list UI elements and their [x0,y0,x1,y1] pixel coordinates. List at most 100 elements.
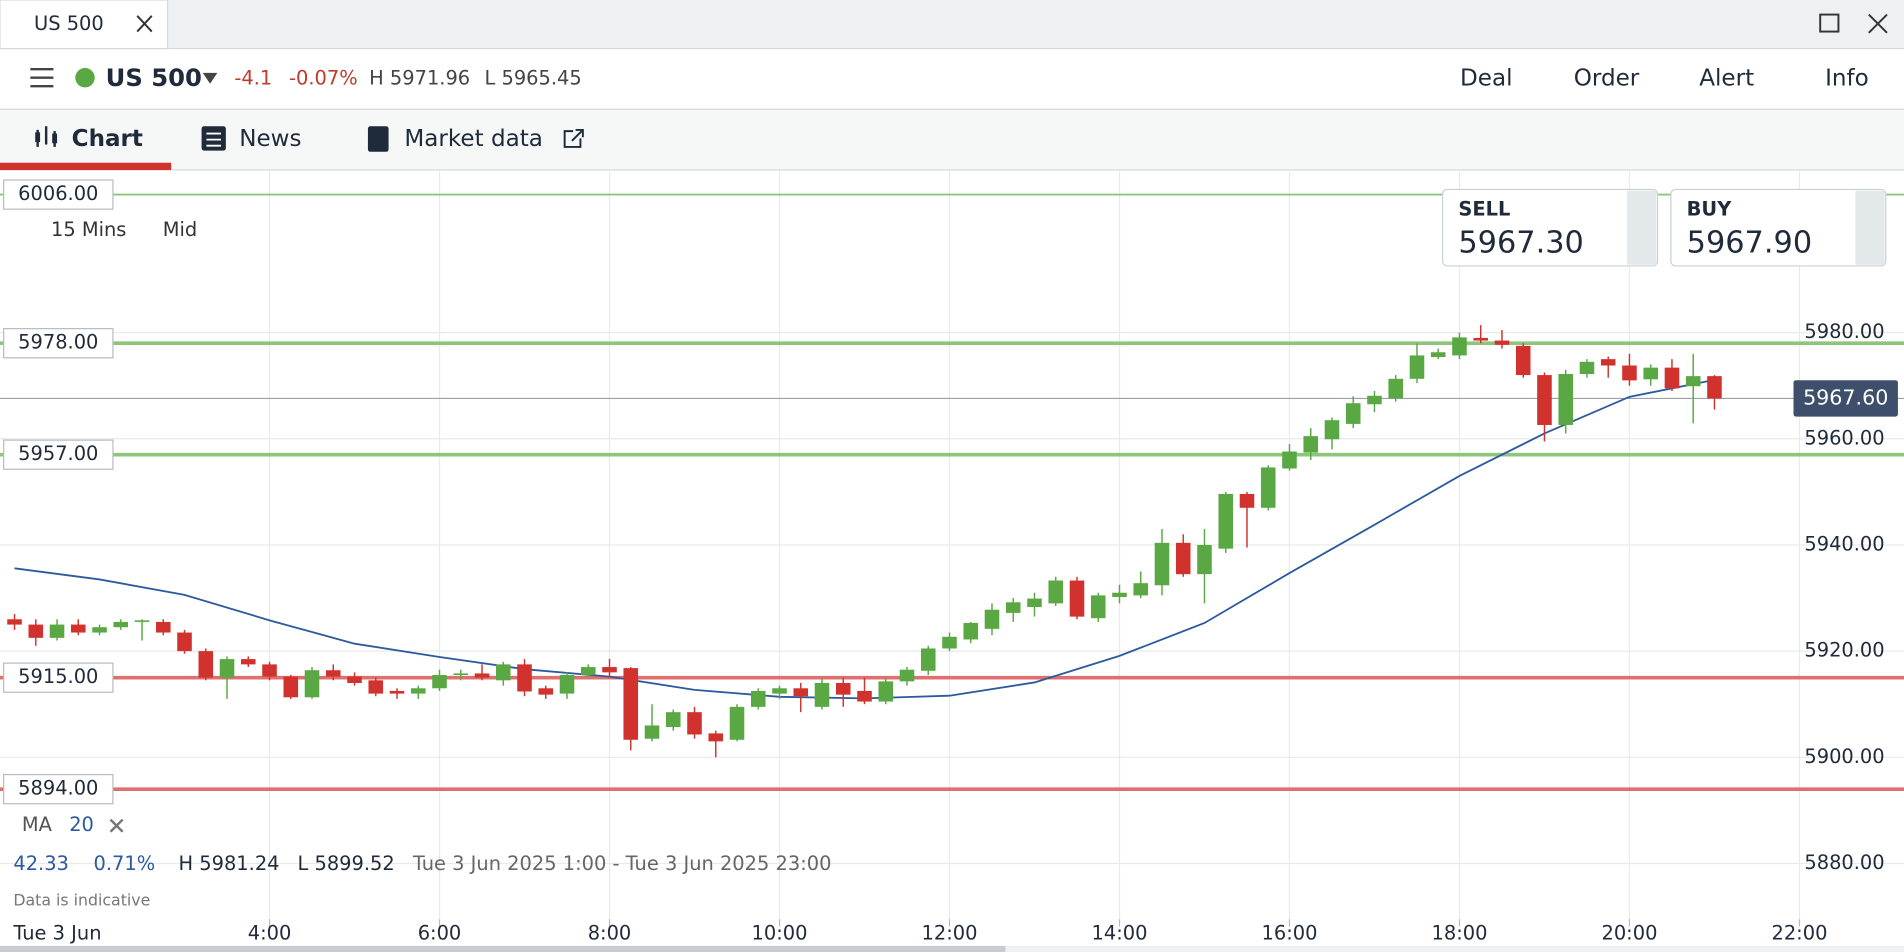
candle-body [1430,352,1446,358]
y-tick-label: 5900.00 [1804,745,1884,768]
dropdown-caret[interactable] [202,72,218,84]
candle-body [1579,361,1595,375]
candle-body [7,619,22,625]
change-pct: -0.07% [289,66,358,89]
interval[interactable]: 15 Mins [51,218,126,241]
menu-icon[interactable] [30,68,54,88]
candle-body [1175,542,1191,575]
candle-body [1048,580,1064,604]
x-tick-label: 10:00 [752,921,808,944]
candle-body [304,670,320,698]
buy-button[interactable] [1670,188,1887,267]
candle-body [113,621,129,628]
candle-body [517,664,532,692]
news-icon [201,126,226,151]
x-tick-label: 6:00 [418,921,462,944]
tab-market-data[interactable]: Market data [404,126,543,152]
candle-body [1027,598,1042,608]
chart-icon [35,132,41,143]
candle-body [198,651,214,678]
candle-body [1707,376,1722,399]
candle-body [1537,375,1552,425]
candle-body [1452,337,1467,356]
candle-body [1494,340,1510,345]
remove-ma-icon[interactable] [109,818,124,833]
candle-body [1069,580,1085,617]
candle-body [1558,374,1574,425]
candle-body [474,673,490,678]
candle-body [984,609,1000,629]
instrument-name[interactable]: US 500 [106,63,202,92]
candle-body [325,670,341,677]
candle-body [835,682,851,695]
candle-body [793,688,809,697]
tab-chart[interactable]: Chart [72,126,143,152]
active-tab-underline [0,162,172,170]
menu-order[interactable]: Order [1574,65,1640,91]
last-price-box [1793,380,1898,417]
candle-body [1154,542,1170,586]
ma-period: 20 [69,813,94,836]
candle-body [899,669,915,682]
candle-body [177,632,192,652]
menu-alert[interactable]: Alert [1699,65,1754,91]
candle-body [1090,595,1106,619]
high: H 5971.96 [369,66,470,89]
candle-body [1409,355,1425,379]
candle-body [814,682,830,707]
menu-info[interactable]: Info [1825,65,1869,91]
external-link-icon[interactable] [563,128,584,148]
window-tab[interactable] [0,0,169,50]
date-label: Tue 3 Jun [12,921,101,944]
maximize-icon[interactable] [1819,13,1840,33]
candle-body [219,659,235,678]
candle-body [155,621,171,633]
candle-body [432,675,447,689]
candle-body [240,659,256,665]
chart-icon [52,133,58,144]
candle-body [1133,583,1149,596]
candle-body [1388,378,1404,399]
candle-body [1303,436,1319,453]
candle-body [772,688,787,694]
market-data-icon [367,126,389,152]
candle-body [70,624,86,633]
menu-deal[interactable]: Deal [1460,65,1513,91]
candle-body [1345,403,1361,424]
candle-body [1685,376,1701,387]
candle-body [1197,544,1212,575]
level-label: 5957.00 [18,442,98,465]
sell-price: 5967.30 [1458,226,1583,261]
status-dot [75,68,95,88]
level-label-box [3,328,114,359]
candle-body [495,664,511,681]
candle-body [665,712,681,728]
close-tab-icon[interactable] [136,15,153,33]
summary-change: 42.33 [13,852,69,875]
candle-body [28,624,44,638]
tab-bar [0,109,1904,170]
candle-body [644,725,660,739]
candle-body [1324,420,1340,440]
candle-body [134,620,150,622]
candle-body [708,733,724,742]
summary-change-pct: 0.71% [94,852,156,875]
window-bar [0,0,1904,49]
scrollbar-thumb[interactable] [0,945,1006,952]
summary-high: H 5981.24 [179,852,280,875]
x-tick-label: 18:00 [1432,921,1488,944]
x-tick-label: 12:00 [922,921,978,944]
level-label: 5915.00 [18,665,98,688]
price-type[interactable]: Mid [163,218,197,241]
candle-body [1239,493,1255,508]
candle-body [1218,493,1234,549]
candle-body [1473,337,1489,341]
sell-button[interactable] [1441,188,1659,267]
close-window-icon[interactable] [1868,13,1888,34]
level-label: 6006.00 [18,182,98,205]
candle-body [283,676,299,698]
tab-news[interactable]: News [239,126,301,152]
candle-body [729,706,745,740]
